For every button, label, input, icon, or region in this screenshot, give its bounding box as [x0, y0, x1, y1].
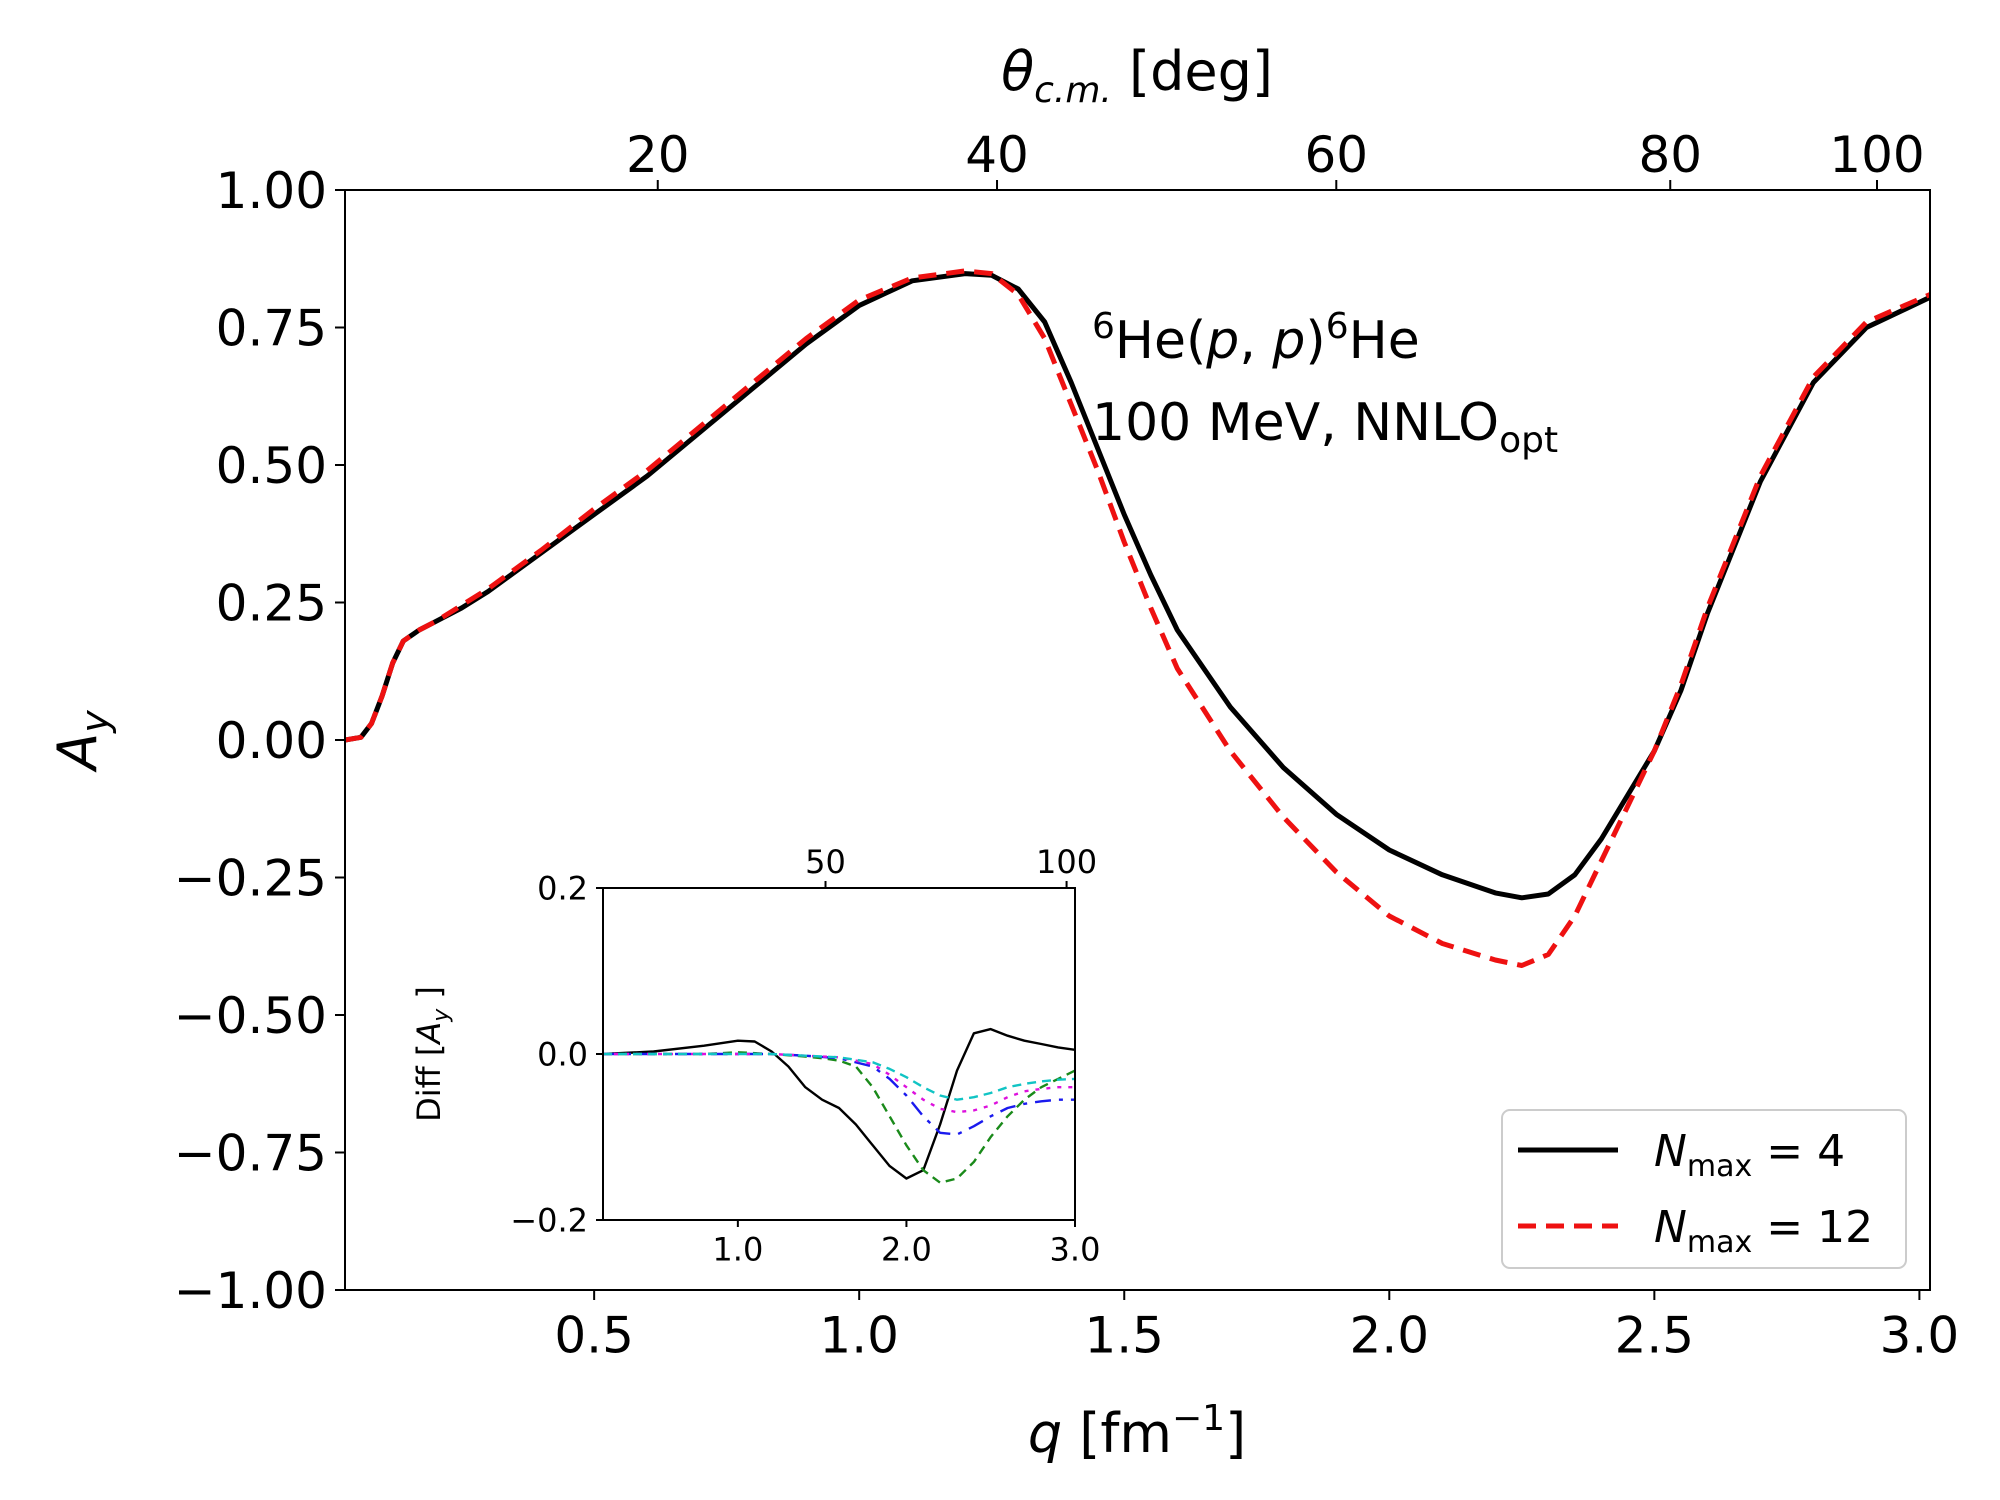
inset-top-tick-label: 100 [1036, 843, 1097, 881]
main-series-line-nmax-12 [345, 268, 1930, 968]
inset-x-tick-label: 3.0 [1050, 1231, 1101, 1269]
main-y-tick-label: −0.25 [174, 850, 327, 908]
main-x-axis-title: q [fm−1] [1028, 1398, 1246, 1465]
legend-label-nmax4: Nmax = 4 [1654, 1126, 1845, 1184]
inset-series-group [603, 1027, 1075, 1184]
main-plot: 0.5 1.0 1.5 2.0 2.5 3.0 1.00 0.75 0.50 0.25 0.00 −… [46, 40, 1959, 1465]
inset-x-ticks: 1.0 2.0 3.0 [712, 1220, 1100, 1269]
inset-y-ticks: 0.2 0.0 −0.2 [510, 870, 603, 1240]
inset-top-tick-label: 50 [805, 843, 846, 881]
inset-x-tick-label: 2.0 [881, 1231, 932, 1269]
main-x-tick-label: 2.0 [1350, 1307, 1430, 1365]
inset-y-axis-title: Diff [Ay ] [410, 986, 454, 1122]
main-top-axis-title: θc.m. [deg] [1001, 40, 1273, 111]
inset-top-ticks: 50 100 [805, 843, 1097, 888]
inset-series-line-cyan [603, 1052, 1075, 1101]
inset-y-tick-label: −0.2 [510, 1202, 588, 1240]
main-x-tick-label: 2.5 [1615, 1307, 1695, 1365]
main-top-tick-label: 60 [1304, 126, 1368, 184]
reaction-annotation: 6He(p, p)6He [1092, 306, 1420, 371]
main-top-tick-label: 20 [626, 126, 690, 184]
energy-annotation: 100 MeV, NNLOopt [1092, 393, 1558, 461]
inset-series-line-blue [603, 1052, 1075, 1136]
main-top-tick-label: 80 [1638, 126, 1702, 184]
main-x-tick-label: 1.5 [1084, 1307, 1164, 1365]
main-top-tick-label: 100 [1829, 126, 1924, 184]
inset-x-tick-label: 1.0 [712, 1231, 763, 1269]
inset-series-line-black [603, 1027, 1075, 1180]
inset-series-line-magenta [603, 1052, 1075, 1114]
main-y-tick-label: −0.75 [174, 1125, 327, 1183]
inset-y-tick-label: 0.0 [537, 1036, 588, 1074]
main-y-tick-label: 0.00 [216, 712, 327, 770]
main-series-group [345, 268, 1930, 968]
inset-y-tick-label: 0.2 [537, 870, 588, 908]
main-x-tick-label: 3.0 [1880, 1307, 1960, 1365]
main-x-tick-label: 1.0 [819, 1307, 899, 1365]
main-y-tick-label: 1.00 [216, 162, 327, 220]
main-y-tick-label: 0.75 [216, 300, 327, 358]
main-y-ticks: 1.00 0.75 0.50 0.25 0.00 −0.25 −0.50 −0.75 −1.00 [174, 162, 345, 1320]
main-top-tick-label: 40 [965, 126, 1029, 184]
main-y-tick-label: 0.25 [216, 575, 327, 633]
main-y-tick-label: −1.00 [174, 1262, 327, 1320]
legend-label-nmax12: Nmax = 12 [1654, 1202, 1873, 1260]
main-y-axis-title: Ay [46, 710, 117, 773]
main-x-tick-label: 0.5 [554, 1307, 634, 1365]
legend: Nmax = 4 Nmax = 12 [1501, 1109, 1907, 1269]
main-top-ticks: 20 40 60 80 100 [626, 126, 1925, 190]
inset-plot: 1.0 2.0 3.0 0.2 0.0 −0.2 50 100 Diff [Ay ] [410, 843, 1100, 1269]
main-y-tick-label: −0.50 [174, 987, 327, 1045]
inset-background [603, 888, 1075, 1220]
main-y-tick-label: 0.50 [216, 437, 327, 495]
main-x-ticks: 0.5 1.0 1.5 2.0 2.5 3.0 [554, 1290, 1959, 1365]
